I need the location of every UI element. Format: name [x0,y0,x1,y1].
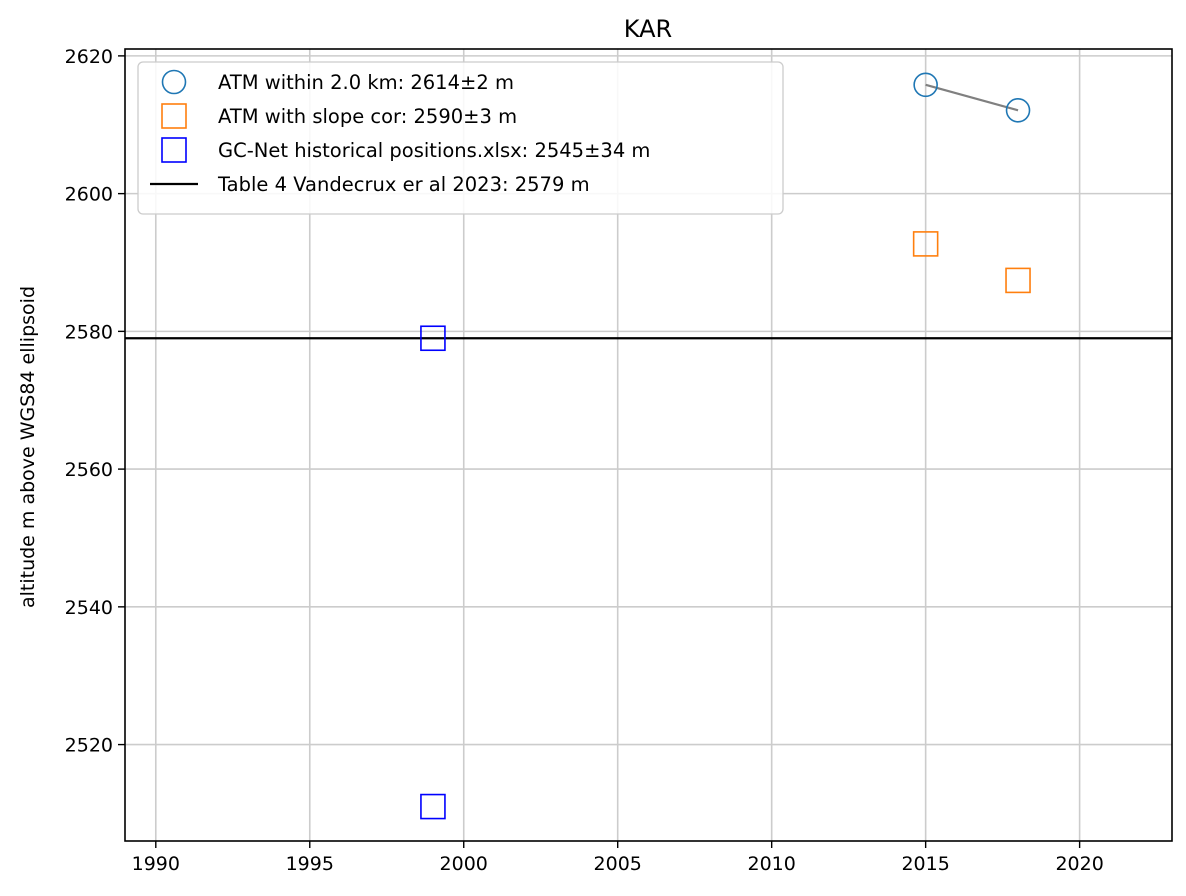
legend-label: Table 4 Vandecrux er al 2023: 2579 m [217,173,590,196]
axis-ticks: 1990 1995 2000 2005 2010 2015 2020 2520 2540 2560… [65,46,1104,875]
x-tick-label: 1990 [132,853,180,875]
y-tick-label: 2520 [65,735,113,757]
plot-area [125,72,1172,820]
x-tick-label: 2000 [440,853,488,875]
legend-marker-circle [161,69,187,95]
legend-marker-square [161,103,187,129]
data-point-circle [913,72,938,98]
legend: ATM within 2.0 km: 2614±2 m ATM with slop… [137,61,784,215]
legend-frame [137,61,784,215]
plot-frame [124,48,1173,842]
x-tick-label: 2005 [594,853,642,875]
y-tick-label: 2580 [65,321,113,343]
x-tick-label: 2010 [747,853,795,875]
x-tick-label: 2020 [1055,853,1103,875]
y-tick-label: 2540 [65,597,113,619]
data-point-square [420,793,446,820]
chart-title: KAR [624,15,672,43]
legend-label: ATM with slope cor: 2590±3 m [218,105,517,128]
legend-marker-square [161,137,187,163]
y-axis-label: altitude m above WGS84 ellipsoid [17,286,39,608]
legend-label: GC-Net historical positions.xlsx: 2545±3… [218,139,650,162]
x-tick-label: 2015 [901,853,949,875]
y-tick-label: 2600 [65,184,113,206]
data-point-square [420,325,446,352]
data-point-square [1005,267,1031,294]
data-point-circle [1005,97,1031,123]
legend-label: ATM within 2.0 km: 2614±2 m [218,71,514,94]
data-point-square [912,231,939,257]
y-tick-label: 2560 [65,459,113,481]
y-tick-label: 2620 [65,46,113,68]
trend-line [925,83,1019,112]
x-tick-label: 1995 [286,853,334,875]
